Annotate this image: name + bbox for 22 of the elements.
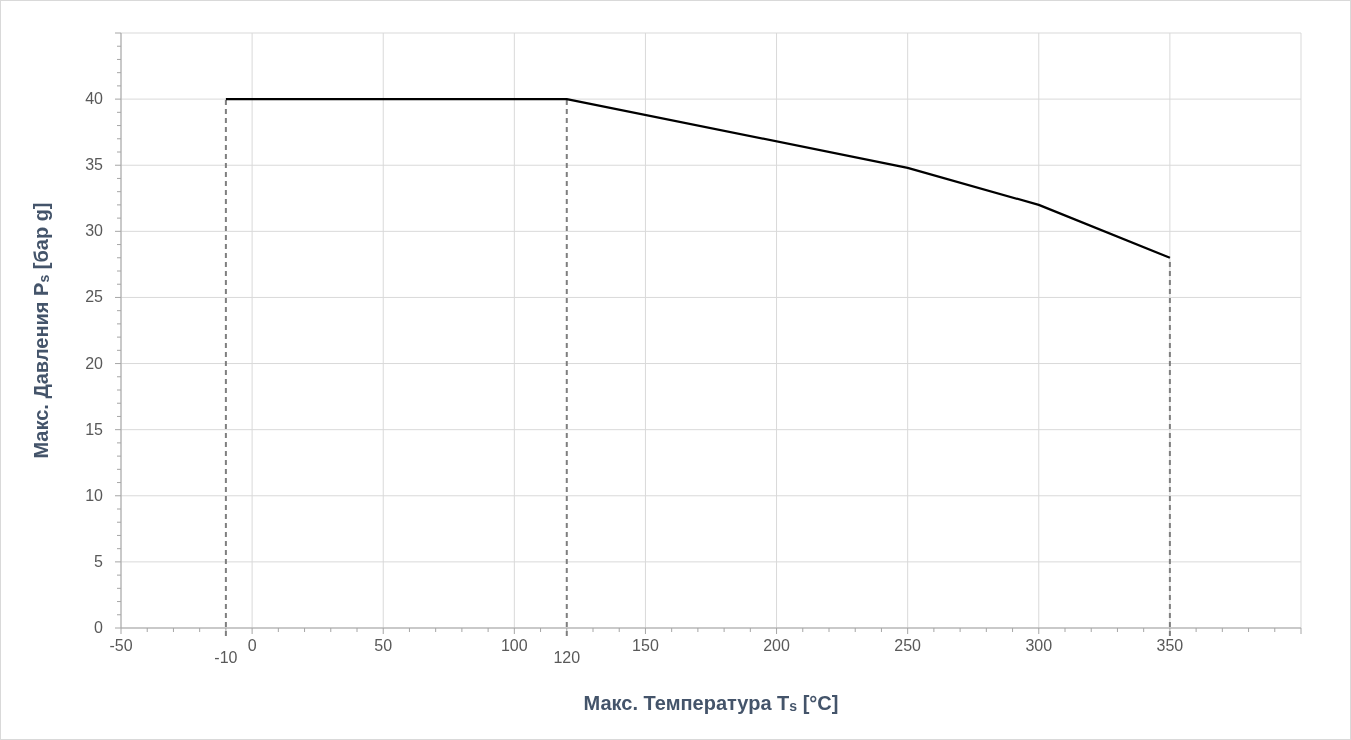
ref-line-label: -10 <box>214 649 238 666</box>
x-tick-label: -50 <box>109 637 133 654</box>
x-tick-label: 0 <box>247 637 257 654</box>
x-tick-label: 200 <box>763 637 790 654</box>
x-tick-label: 250 <box>894 637 922 654</box>
x-tick-label: 100 <box>500 637 528 654</box>
line-series <box>224 98 1171 259</box>
x-tick-label: 50 <box>374 637 393 654</box>
y-tick-label: 10 <box>85 486 104 504</box>
y-tick-label: 0 <box>94 619 104 636</box>
x-tick-label: 350 <box>1156 637 1184 654</box>
y-tick-label: 15 <box>85 420 104 438</box>
x-tick-label: 300 <box>1025 637 1053 654</box>
x-tick-label: 150 <box>632 637 659 654</box>
y-tick-label: 5 <box>94 552 104 570</box>
y-tick-label: 20 <box>85 354 104 372</box>
y-tick-label: 30 <box>85 222 104 240</box>
y-tick-label: 35 <box>85 156 104 174</box>
y-tick-label: 40 <box>85 90 104 108</box>
ref-line-label: 120 <box>553 649 581 666</box>
x-axis-title: Макс. Температура T$_{s}$ [°C] <box>583 692 839 715</box>
y-tick-label: 25 <box>85 288 104 306</box>
